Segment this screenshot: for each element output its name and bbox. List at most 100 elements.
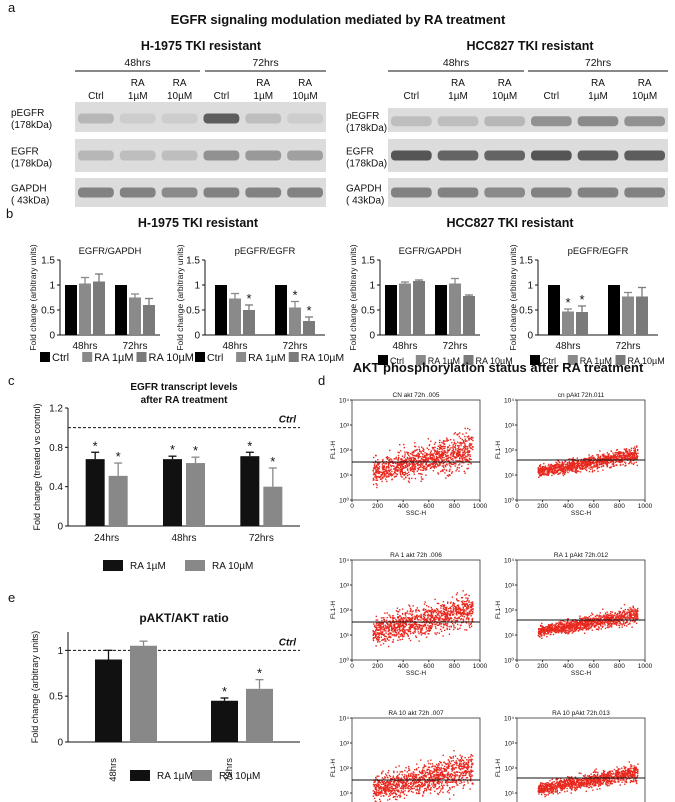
flow-dot [630,617,632,620]
flow-dot [465,608,467,610]
flow-dot [548,467,550,470]
flow-dot [465,622,468,624]
flow-dot [580,458,582,461]
flow-dot [591,455,594,457]
flow-dot [417,626,419,628]
flow-dot [460,443,462,445]
blot-band [391,116,432,127]
flow-dot [553,471,556,474]
flow-dot [551,471,553,473]
flow-dot [412,616,414,619]
flow-dot [424,633,426,635]
flow-dot [555,622,557,625]
flow-dot [557,623,560,625]
flow-dot [466,456,468,458]
flow-dot [451,472,453,474]
flow-dot [571,629,573,631]
flow-dot [626,457,628,459]
flow-dot [395,458,397,460]
flow-dot [579,623,582,625]
flow-dot [455,443,457,445]
flow-dot [453,626,455,628]
flow-dot [461,604,463,606]
flow-dot [443,449,445,452]
flow-dot [551,472,553,474]
flow-dot [401,465,403,467]
flow-dot [570,624,572,626]
flow-dot [377,463,379,465]
flow-dot [621,458,623,461]
flow-dot [437,457,439,459]
flow-dot [590,458,592,461]
flow-dot [413,466,415,468]
flow-dot [422,609,424,611]
flow-dot [402,620,405,622]
flow-dot [377,467,379,469]
flow-dot [621,626,623,628]
flow-dot [434,618,436,621]
flow-dot [400,623,402,625]
flow-dot [451,463,453,465]
flow-dot [616,457,618,459]
flow-dot [388,620,390,623]
flow-dot [572,465,574,468]
flow-dot [566,630,569,632]
flow-dot [458,451,460,453]
flow-dot [456,456,458,458]
flow-dot [423,616,426,619]
flow-dot [550,631,552,633]
flow-dot [561,622,563,624]
flow-dot [584,626,587,628]
flow-dot [408,464,410,467]
flow-dot [407,480,410,482]
flow-dot [459,624,462,627]
flow-dot [426,619,428,622]
flow-dot [465,458,467,460]
flow-dot [430,450,433,452]
blot-band [119,150,156,161]
flow-dot [415,609,417,611]
flow-dot [400,466,402,468]
flow-dot [423,459,425,461]
flow-dot [630,461,632,463]
flow-dot [414,449,416,452]
flow-dot [383,473,386,475]
flow-dot [575,629,577,632]
flow-dot [387,467,390,469]
flow-dot [412,454,414,457]
flow-dot [447,601,449,603]
flow-dot [470,436,472,439]
flow-dot [453,604,455,607]
flow-dot [429,455,431,457]
panel-c-label: c [8,373,15,388]
flow-dot [459,615,462,617]
flow-dot [588,616,590,618]
flow-dot [632,617,634,619]
flow-dot [432,611,434,613]
flow-dot [575,467,577,469]
flow-dot [472,608,474,611]
flow-dot [590,620,592,622]
flow-dot [571,620,573,622]
flow-dot [466,599,468,602]
flow-dot [438,453,441,455]
flow-y-tick-label: 10⁴ [504,398,514,405]
flow-dot [599,617,601,619]
flow-dot [611,456,613,458]
flow-dot [408,473,410,476]
flow-dot [567,620,569,622]
flow-dot [471,620,474,622]
flow-dot [581,461,583,464]
flow-dot [600,460,603,463]
flow-dot [551,625,553,627]
flow-dot [404,451,406,453]
flow-dot [576,462,578,464]
flow-dot [596,615,598,617]
flow-dot [542,471,544,473]
bar [399,283,411,335]
flow-dot [597,617,599,620]
flow-dot [455,449,457,451]
flow-dot [617,452,620,455]
flow-dot [458,454,460,456]
flow-dot [583,463,585,465]
